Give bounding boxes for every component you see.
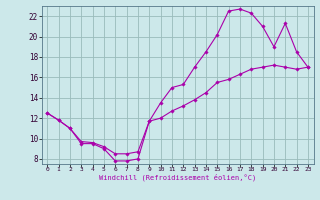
X-axis label: Windchill (Refroidissement éolien,°C): Windchill (Refroidissement éolien,°C) bbox=[99, 174, 256, 181]
